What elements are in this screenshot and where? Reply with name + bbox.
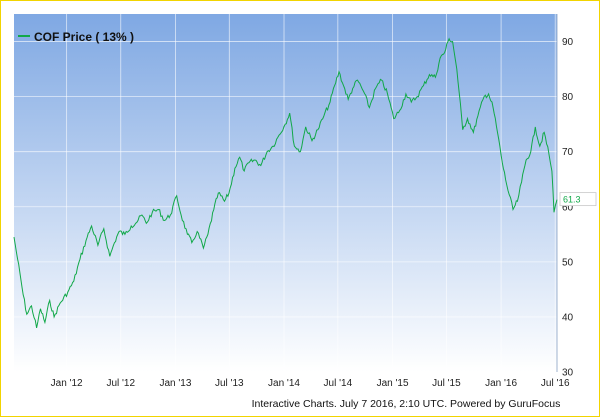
x-tick-label: Jan '16 [485,378,517,389]
series-line-cof-price [13,37,558,328]
y-tick-label: 50 [562,257,574,268]
x-tick-label: Jul '12 [106,378,135,389]
y-tick-label: 30 [562,368,574,379]
legend[interactable]: COF Price ( 13% ) [14,26,154,46]
grid-lines [14,14,557,373]
y-tick-label: 80 [562,92,574,103]
x-tick-label: Jan '15 [377,378,409,389]
last-value-marker: 61.3 [559,192,597,207]
y-tick-label: 60 [562,202,574,213]
x-tick-label: Jan '13 [160,378,192,389]
y-tick-label: 90 [562,37,574,48]
y-tick-label: 70 [562,147,574,158]
x-axis-tick-labels: Jan '12 Jul '12 Jan '13 Jul '13 Jan '14 Jul '… [51,378,570,389]
y-tick-label: 40 [562,312,574,323]
plot-area [14,14,557,372]
x-tick-label: Jul '15 [432,378,461,389]
chart-credits: Interactive Charts. July 7 2016, 2:10 UT… [252,398,561,410]
last-value-label: 61.3 [563,195,581,205]
y-axis-tick-labels: 30 40 50 60 70 80 90 [562,37,574,378]
x-tick-label: Jul '16 [541,378,570,389]
x-tick-label: Jan '14 [268,378,300,389]
x-tick-label: Jan '12 [51,378,83,389]
legend-label: COF Price ( 13% ) [34,30,134,44]
x-tick-label: Jul '14 [324,378,353,389]
x-tick-label: Jul '13 [215,378,244,389]
last-value-box [559,192,597,207]
